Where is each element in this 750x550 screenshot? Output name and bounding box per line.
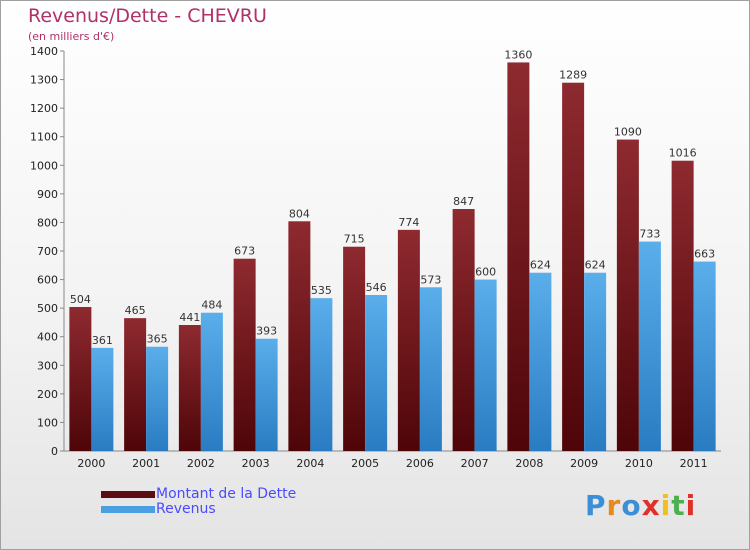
bar-debt (233, 258, 256, 451)
data-label-revenus: 663 (694, 248, 715, 261)
legend-swatch-revenus (101, 506, 155, 513)
bar-revenus (529, 272, 552, 451)
logo-letter: i (660, 489, 672, 522)
bar-revenus (200, 312, 223, 451)
bar-debt (69, 307, 92, 451)
data-label-debt: 504 (70, 293, 91, 306)
logo-letter: x (641, 489, 661, 522)
bar-debt (507, 62, 530, 452)
bar-debt (562, 82, 585, 451)
logo-letter: r (606, 489, 622, 522)
y-tick-label: 500 (37, 302, 58, 315)
data-label-debt: 465 (125, 304, 146, 317)
bar-revenus (310, 298, 333, 451)
data-label-revenus: 624 (585, 259, 606, 272)
x-tick-label: 2007 (461, 457, 489, 470)
bars (69, 62, 716, 452)
bar-debt (671, 160, 694, 451)
bar-debt (616, 139, 639, 452)
bar-revenus (474, 279, 497, 451)
data-label-revenus: 484 (201, 299, 222, 312)
data-label-revenus: 361 (92, 334, 113, 347)
y-tick-label: 300 (37, 359, 58, 372)
x-tick-label: 2001 (132, 457, 160, 470)
data-label-revenus: 535 (311, 284, 332, 297)
y-tick-label: 200 (37, 388, 58, 401)
data-label-debt: 1090 (614, 126, 642, 139)
x-tick-label: 2011 (680, 457, 708, 470)
bar-revenus (255, 338, 278, 451)
data-label-revenus: 624 (530, 259, 551, 272)
bar-revenus (146, 346, 169, 451)
y-tick-label: 1400 (30, 45, 58, 58)
y-tick-label: 800 (37, 216, 58, 229)
chart-subtitle: (en milliers d'€) (28, 30, 115, 43)
data-label-debt: 804 (289, 207, 310, 220)
data-label-debt: 715 (344, 233, 365, 246)
y-tick-label: 900 (37, 188, 58, 201)
legend-label-revenus: Revenus (156, 501, 216, 517)
chart-title: Revenus/Dette - CHEVRU (28, 5, 267, 27)
proxiti-logo: Proxiti (585, 489, 696, 522)
bar-revenus (584, 272, 607, 451)
data-label-debt: 774 (398, 216, 419, 229)
data-label-debt: 847 (453, 195, 474, 208)
x-tick-label: 2005 (351, 457, 379, 470)
legend-label-debt: Montant de la Dette (156, 486, 297, 502)
y-tick-label: 100 (37, 416, 58, 429)
bar-debt (178, 325, 201, 451)
data-label-debt: 441 (179, 311, 200, 324)
logo-letter: t (671, 489, 686, 522)
data-label-debt: 1289 (559, 69, 587, 82)
bar-revenus (365, 295, 388, 451)
bar-debt (124, 318, 147, 451)
x-tick-label: 2010 (625, 457, 653, 470)
x-tick-label: 2002 (187, 457, 215, 470)
y-tick-label: 400 (37, 331, 58, 344)
bar-debt (343, 246, 366, 451)
y-tick-label: 0 (51, 445, 58, 458)
data-label-revenus: 365 (147, 333, 168, 346)
legend-swatch-debt (101, 491, 155, 498)
bar-revenus (419, 287, 442, 451)
data-label-debt: 673 (234, 245, 255, 258)
y-tick-label: 1300 (30, 74, 58, 87)
bar-revenus (91, 347, 114, 451)
bar-debt (288, 221, 311, 451)
x-tick-label: 2000 (77, 457, 105, 470)
y-tick-label: 600 (37, 274, 58, 287)
data-label-debt: 1360 (504, 48, 532, 61)
logo-letter: i (685, 489, 697, 522)
logo-letter: o (621, 489, 642, 522)
x-tick-label: 2003 (242, 457, 270, 470)
logo-letter: P (585, 489, 607, 522)
bar-revenus (638, 241, 661, 451)
data-label-revenus: 546 (366, 281, 387, 294)
y-tick-label: 1200 (30, 102, 58, 115)
data-label-revenus: 733 (639, 228, 660, 241)
bar-debt (452, 209, 475, 451)
data-label-revenus: 393 (256, 325, 277, 338)
x-tick-label: 2008 (515, 457, 543, 470)
data-label-revenus: 573 (420, 273, 441, 286)
data-label-revenus: 600 (475, 266, 496, 279)
x-tick-label: 2006 (406, 457, 434, 470)
y-tick-label: 1000 (30, 159, 58, 172)
y-tick-label: 700 (37, 245, 58, 258)
bar-debt (397, 229, 420, 451)
data-label-debt: 1016 (669, 147, 697, 160)
axes: 0 100 200 300 400 500 600 700 800 900 1000 1100 1200… (30, 45, 721, 470)
y-tick-label: 1100 (30, 131, 58, 144)
x-tick-label: 2009 (570, 457, 598, 470)
bar-revenus (693, 261, 716, 451)
x-tick-label: 2004 (296, 457, 324, 470)
